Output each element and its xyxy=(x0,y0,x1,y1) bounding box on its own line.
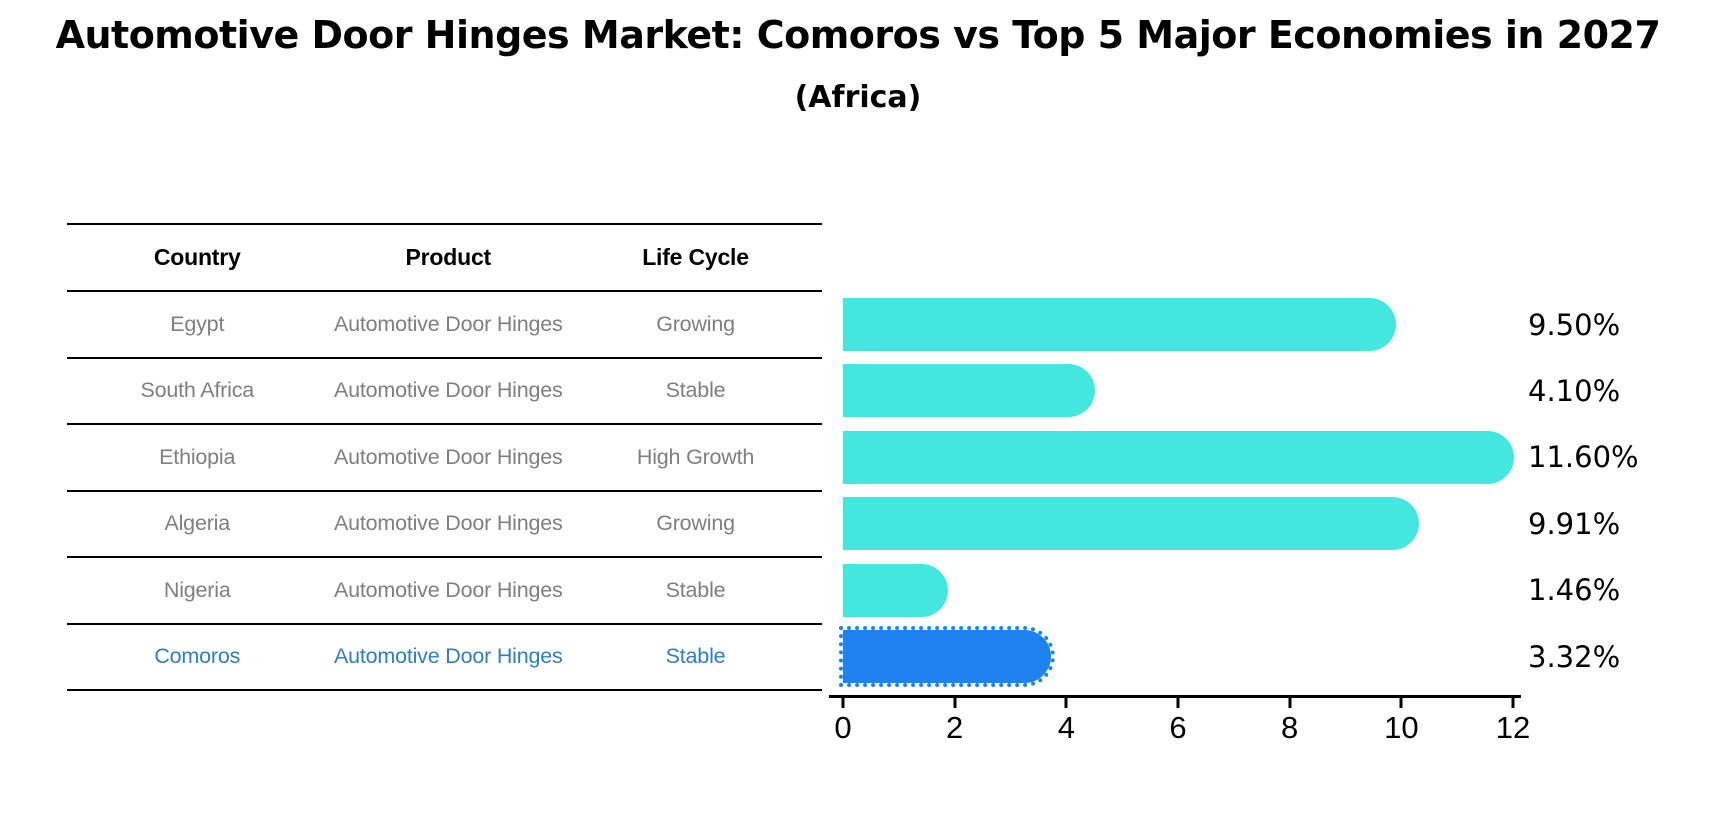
bar-value-label: 3.32% xyxy=(1528,639,1621,674)
x-axis-tick xyxy=(841,697,845,708)
bar-value-label: 9.91% xyxy=(1528,506,1621,541)
cell-country: Nigeria xyxy=(163,577,231,602)
cell-life-cycle: Stable xyxy=(665,577,726,602)
table-row: Ethiopia Automotive Door Hinges High Gro… xyxy=(67,425,822,492)
table-row: Algeria Automotive Door Hinges Growing xyxy=(67,492,822,558)
column-header-product: Product xyxy=(405,244,492,270)
x-axis-tick-label: 6 xyxy=(1169,710,1187,745)
x-axis-tick xyxy=(1064,697,1068,708)
table-header-row: Country Product Life Cycle xyxy=(67,225,822,292)
bar-algeria xyxy=(843,497,1420,551)
cell-life-cycle: Stable xyxy=(665,644,726,669)
x-axis-tick xyxy=(1511,697,1515,708)
x-axis-tick-label: 12 xyxy=(1495,710,1531,745)
x-axis-tick-label: 0 xyxy=(834,710,852,745)
x-axis-tick xyxy=(953,697,957,708)
cell-life-cycle: Stable xyxy=(665,378,726,403)
cell-country: Egypt xyxy=(170,311,225,336)
country-table: Country Product Life Cycle Egypt Automot… xyxy=(67,223,822,691)
cell-country: Ethiopia xyxy=(159,444,236,469)
table-row: Egypt Automotive Door Hinges Growing xyxy=(67,292,822,359)
x-axis-tick-label: 8 xyxy=(1281,710,1299,745)
cell-country: Comoros xyxy=(154,644,241,669)
bar-nigeria xyxy=(843,563,948,617)
table-row: Nigeria Automotive Door Hinges Stable xyxy=(67,558,822,625)
bar-egypt xyxy=(843,298,1397,351)
x-axis-line xyxy=(829,695,1521,698)
x-axis-tick xyxy=(1288,697,1292,708)
cell-product: Automotive Door Hinges xyxy=(333,378,563,403)
column-header-life-cycle: Life Cycle xyxy=(642,244,749,270)
x-axis-tick-label: 2 xyxy=(946,710,964,745)
column-header-country: Country xyxy=(153,244,241,270)
chart-subtitle: (Africa) xyxy=(794,80,922,115)
cell-life-cycle: Growing xyxy=(656,511,735,536)
cell-product: Automotive Door Hinges xyxy=(333,311,563,336)
chart-title: Automotive Door Hinges Market: Comoros v… xyxy=(55,13,1661,57)
cell-life-cycle: Growing xyxy=(656,311,735,336)
bar-value-label: 11.60% xyxy=(1528,440,1639,475)
bar-ethiopia xyxy=(843,430,1514,484)
table-row: Comoros Automotive Door Hinges Stable xyxy=(67,625,822,691)
cell-life-cycle: High Growth xyxy=(636,444,755,469)
x-axis-tick xyxy=(1176,697,1180,708)
x-axis-tick-label: 10 xyxy=(1384,710,1419,745)
cell-country: South Africa xyxy=(140,378,254,403)
cell-product: Automotive Door Hinges xyxy=(333,511,563,536)
bar-value-label: 4.10% xyxy=(1528,373,1621,408)
cell-country: Algeria xyxy=(164,511,230,536)
cell-product: Automotive Door Hinges xyxy=(333,577,563,602)
cell-product: Automotive Door Hinges xyxy=(333,644,563,669)
cell-product: Automotive Door Hinges xyxy=(333,444,563,469)
x-axis-tick xyxy=(1399,697,1403,708)
bar-value-label: 9.50% xyxy=(1528,307,1621,342)
bar-south-africa xyxy=(843,364,1095,418)
bar-comoros xyxy=(838,626,1056,688)
bar-value-label: 1.46% xyxy=(1528,573,1621,608)
table-row: South Africa Automotive Door Hinges Stab… xyxy=(67,359,822,425)
x-axis-tick-label: 4 xyxy=(1057,710,1075,745)
